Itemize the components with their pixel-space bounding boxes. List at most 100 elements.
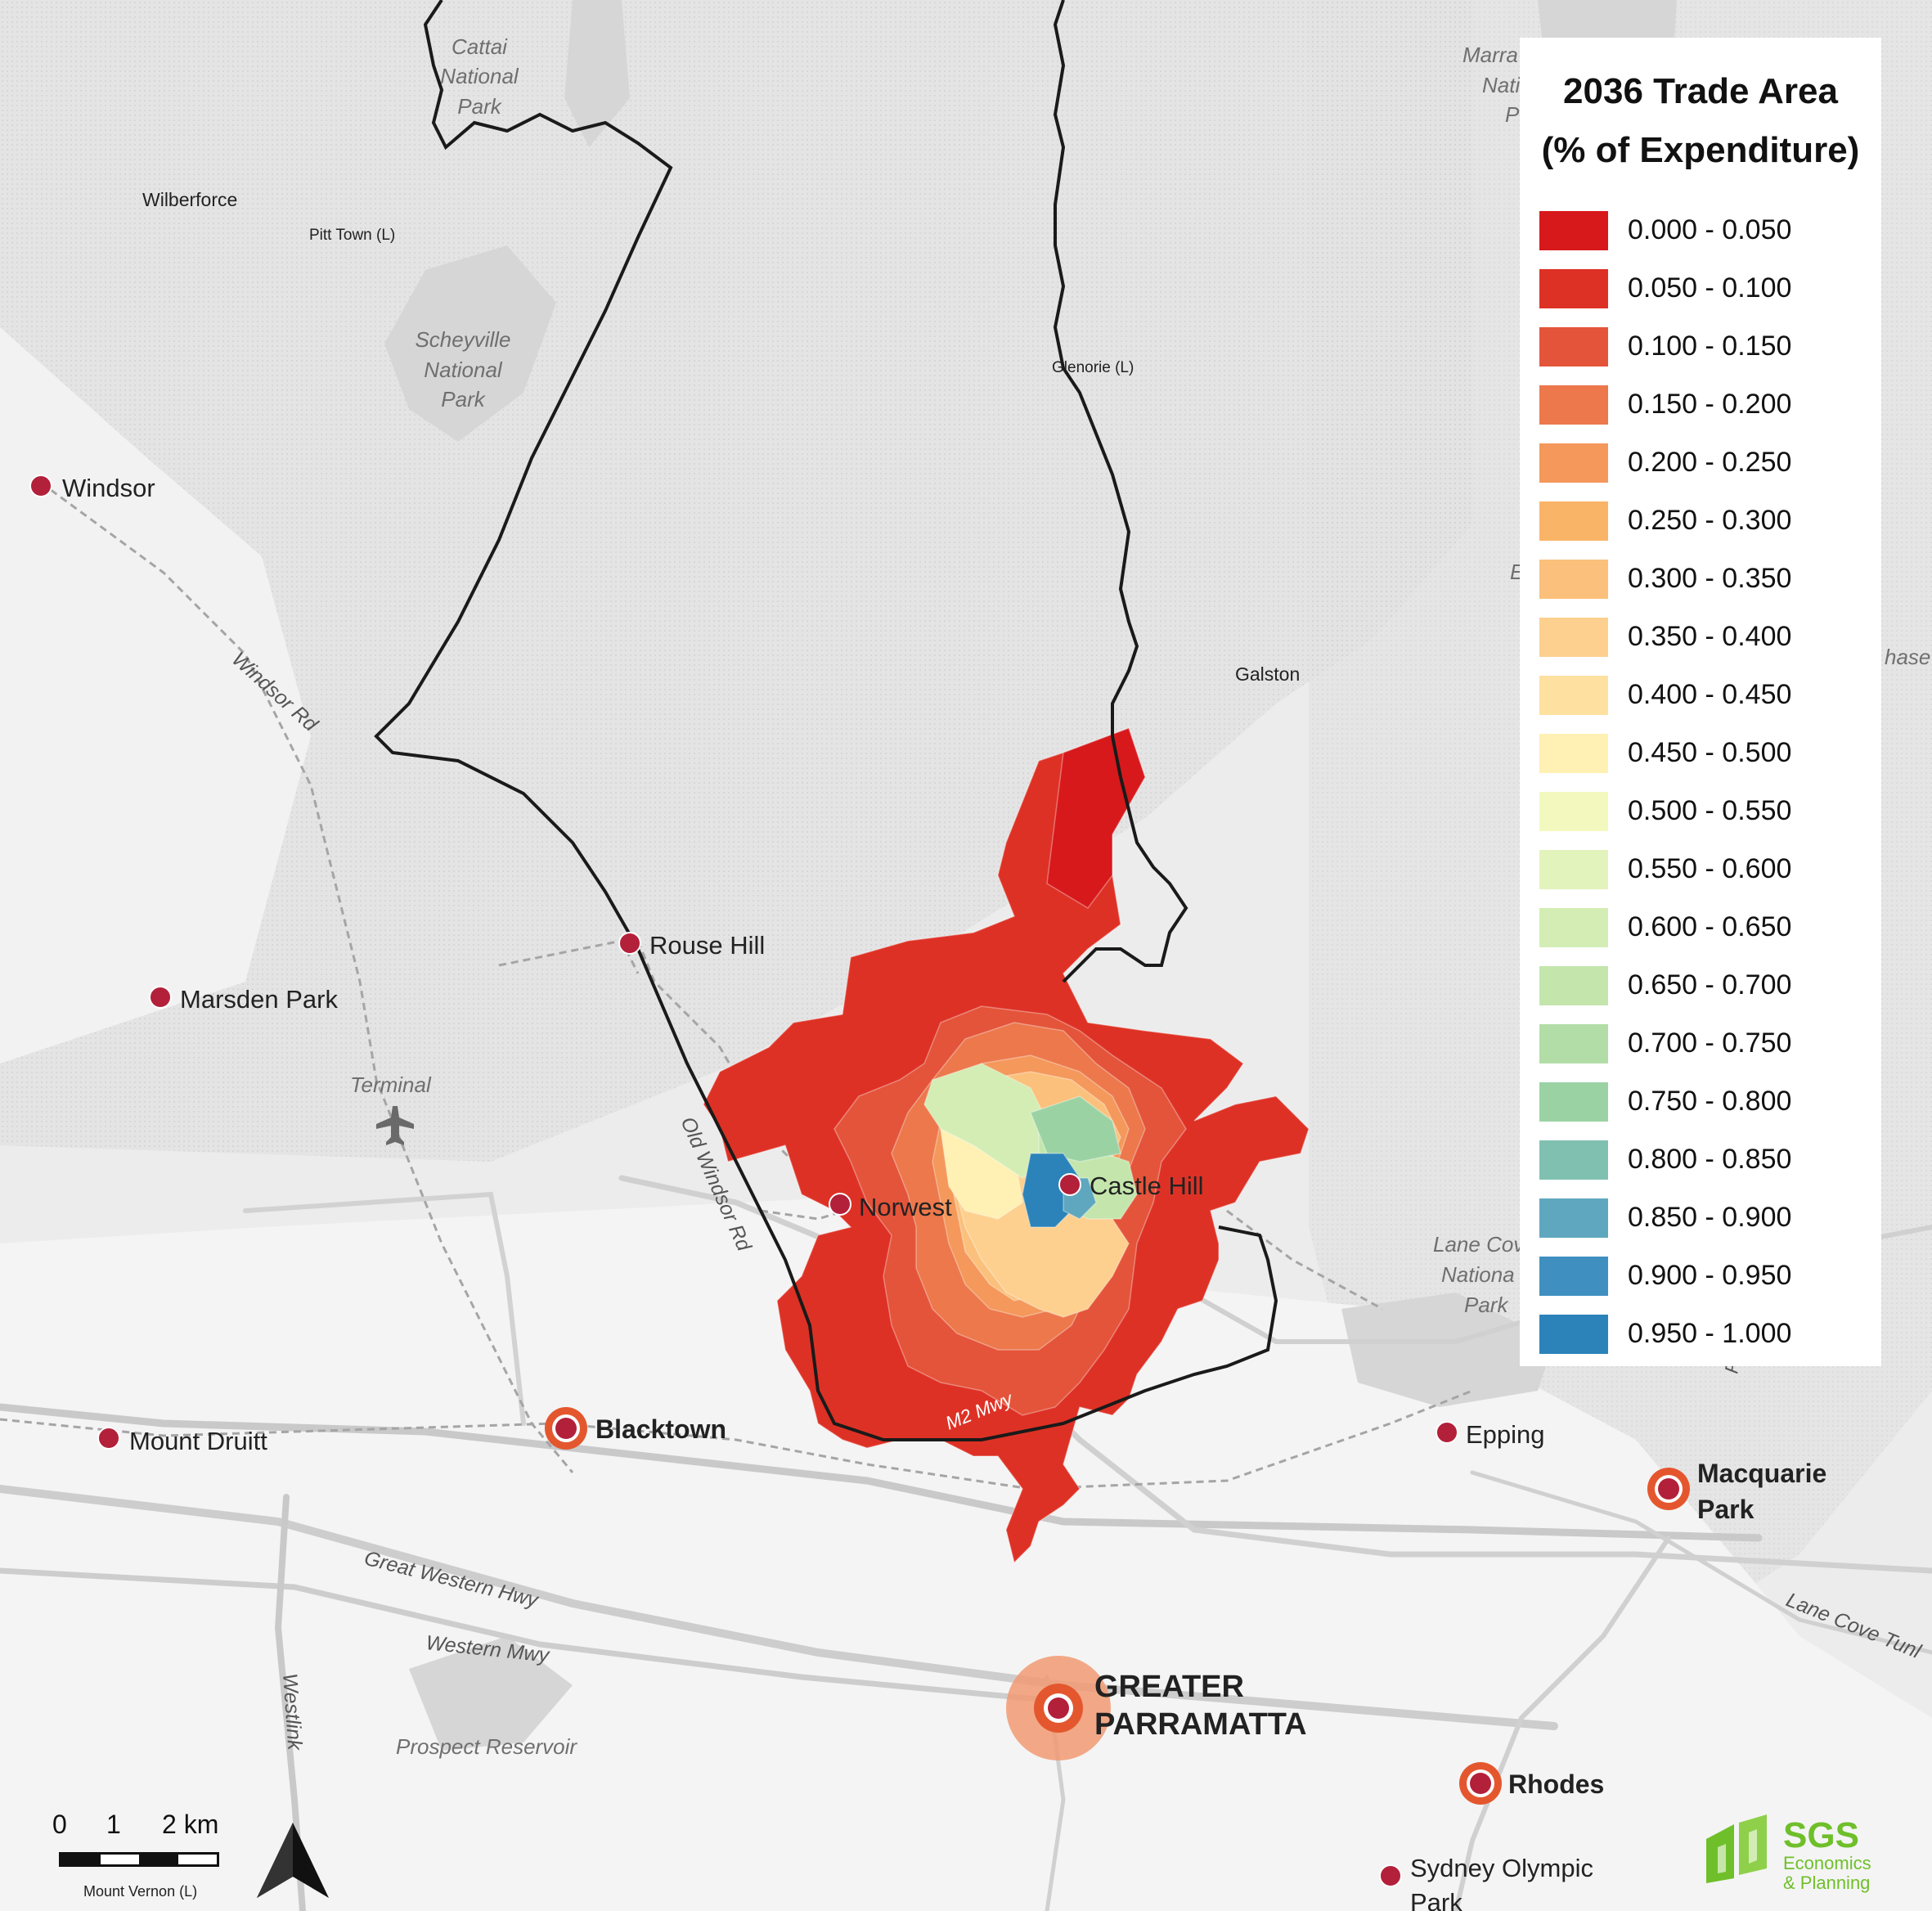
- legend-swatch: [1539, 210, 1608, 250]
- legend-swatch: [1539, 1140, 1608, 1180]
- legend-range-label: 0.400 - 0.450: [1628, 679, 1792, 710]
- park-label-cattai-3: Park: [457, 94, 502, 119]
- town-marker-sydney-olympic-park: [1379, 1864, 1402, 1887]
- sgs-logo-text: SGS Economics & Planning: [1783, 1818, 1871, 1893]
- legend-swatch: [1539, 326, 1608, 366]
- park-label-cattai-1: Cattai: [452, 34, 508, 59]
- place-label-pitt-town: Pitt Town (L): [309, 227, 395, 244]
- place-label-greater-parramatta-line2: PARRAMATTA: [1094, 1707, 1307, 1742]
- legend-range-label: 0.000 - 0.050: [1628, 214, 1792, 245]
- place-label-mount-vernon: Mount Vernon (L): [83, 1883, 197, 1900]
- legend-item: 0.850 - 0.900: [1539, 1189, 1791, 1247]
- legend-swatch: [1539, 849, 1608, 889]
- legend-item: 0.500 - 0.550: [1539, 782, 1791, 840]
- legend-panel: 2036 Trade Area (% of Expenditure) 0.000…: [1520, 38, 1881, 1366]
- legend-swatch: [1539, 1081, 1608, 1122]
- place-label-windsor: Windsor: [62, 474, 155, 502]
- trade-area-choropleth: [703, 727, 1310, 1564]
- town-marker-rouse-hill: [618, 932, 641, 955]
- legend-range-label: 0.700 - 0.750: [1628, 1027, 1792, 1059]
- legend-swatch: [1539, 675, 1608, 715]
- park-label-cattai-2: National: [440, 64, 519, 88]
- legend-range-label: 0.550 - 0.600: [1628, 853, 1792, 884]
- legend-range-label: 0.750 - 0.800: [1628, 1086, 1792, 1117]
- place-label-glenorie: Glenorie (L): [1052, 359, 1134, 376]
- town-marker-epping: [1436, 1421, 1458, 1444]
- park-label-prospect-reservoir: Prospect Reservoir: [396, 1734, 577, 1759]
- park-labels: Cattai National Park Scheyville National…: [396, 34, 1930, 1759]
- legend-range-label: 0.650 - 0.700: [1628, 969, 1792, 1000]
- road-label-westlink: Westlink: [278, 1672, 307, 1751]
- town-marker-mount-druitt: [97, 1427, 120, 1450]
- park-label-scheyville-1: Scheyville: [415, 327, 510, 352]
- place-label-terminal: Terminal: [350, 1072, 432, 1097]
- north-arrow-icon: [257, 1823, 329, 1898]
- legend-swatch: [1539, 501, 1608, 541]
- place-label-sydney-olympic-park-line2: Park: [1410, 1888, 1462, 1911]
- legend-range-label: 0.050 - 0.100: [1628, 272, 1792, 304]
- town-marker-castle-hill: [1058, 1173, 1081, 1196]
- legend-item: 0.800 - 0.850: [1539, 1131, 1791, 1189]
- legend-item: 0.100 - 0.150: [1539, 317, 1791, 375]
- legend-item: 0.450 - 0.500: [1539, 724, 1791, 782]
- sgs-logo-name: SGS: [1783, 1815, 1859, 1855]
- place-label-rhodes: Rhodes: [1508, 1769, 1604, 1799]
- legend-range-label: 0.150 - 0.200: [1628, 389, 1792, 420]
- legend-swatch: [1539, 617, 1608, 657]
- sgs-logo-mark-icon: [1706, 1814, 1767, 1883]
- legend-range-label: 0.850 - 0.900: [1628, 1202, 1792, 1233]
- legend-item: 0.700 - 0.750: [1539, 1014, 1791, 1072]
- legend-item: 0.150 - 0.200: [1539, 375, 1791, 434]
- town-marker-marsden-park: [149, 986, 172, 1009]
- legend-range-label: 0.100 - 0.150: [1628, 330, 1792, 362]
- legend-range-label: 0.900 - 0.950: [1628, 1260, 1792, 1291]
- legend-item: 0.000 - 0.050: [1539, 201, 1791, 259]
- park-label-fragment-hase: hase: [1885, 645, 1930, 669]
- legend-title: 2036 Trade Area (% of Expenditure): [1520, 62, 1881, 180]
- place-label-wilberforce: Wilberforce: [142, 189, 237, 210]
- study-area-boundary: [374, 0, 1278, 1441]
- legend-range-label: 0.250 - 0.300: [1628, 505, 1792, 536]
- legend-item: 0.750 - 0.800: [1539, 1072, 1791, 1131]
- legend-item: 0.550 - 0.600: [1539, 840, 1791, 898]
- legend-swatch: [1539, 1314, 1608, 1354]
- place-label-macquarie-park-line2: Park: [1697, 1495, 1755, 1524]
- legend-swatch: [1539, 1256, 1608, 1296]
- legend-range-label: 0.600 - 0.650: [1628, 911, 1792, 942]
- park-label-lane-cove-3: Park: [1464, 1293, 1509, 1317]
- legend-range-label: 0.500 - 0.550: [1628, 795, 1792, 826]
- legend-range-label: 0.350 - 0.400: [1628, 621, 1792, 652]
- place-label-blacktown: Blacktown: [595, 1414, 726, 1444]
- legend-range-label: 0.950 - 1.000: [1628, 1318, 1792, 1349]
- place-label-mount-druitt: Mount Druitt: [129, 1427, 267, 1455]
- sgs-logo-line1: Economics: [1783, 1853, 1871, 1873]
- legend-item: 0.200 - 0.250: [1539, 434, 1791, 492]
- park-label-marra-1: Marra: [1462, 43, 1518, 67]
- legend-item: 0.350 - 0.400: [1539, 608, 1791, 666]
- place-labels: Windsor Rouse Hill Marsden Park Norwest …: [62, 189, 1826, 1911]
- legend-range-label: 0.300 - 0.350: [1628, 563, 1792, 594]
- park-label-marra-2: Nati: [1482, 73, 1521, 97]
- legend-swatch: [1539, 559, 1608, 599]
- legend-item: 0.250 - 0.300: [1539, 492, 1791, 550]
- town-markers: [29, 474, 1458, 1887]
- place-label-castle-hill: Castle Hill: [1090, 1171, 1204, 1200]
- place-label-marsden-park: Marsden Park: [180, 985, 338, 1014]
- legend-range-label: 0.800 - 0.850: [1628, 1144, 1792, 1175]
- town-marker-windsor: [29, 474, 52, 497]
- scale-label-2km: 2 km: [162, 1810, 219, 1839]
- legend-swatch: [1539, 443, 1608, 483]
- park-label-scheyville-3: Park: [441, 387, 486, 411]
- legend-title-line1: 2036 Trade Area: [1563, 71, 1838, 111]
- place-label-sydney-olympic-park-line1: Sydney Olympic: [1410, 1854, 1593, 1882]
- scale-label-0: 0: [52, 1810, 67, 1839]
- park-label-lane-cove-2: Nationa: [1441, 1262, 1515, 1287]
- airport-icon: [376, 1106, 414, 1145]
- legend-item: 0.300 - 0.350: [1539, 550, 1791, 608]
- legend-range-label: 0.200 - 0.250: [1628, 447, 1792, 478]
- town-marker-norwest: [829, 1193, 851, 1216]
- legend-item: 0.950 - 1.000: [1539, 1305, 1791, 1363]
- place-label-galston: Galston: [1235, 663, 1300, 685]
- legend-item: 0.050 - 0.100: [1539, 259, 1791, 317]
- scale-label-1: 1: [106, 1810, 121, 1839]
